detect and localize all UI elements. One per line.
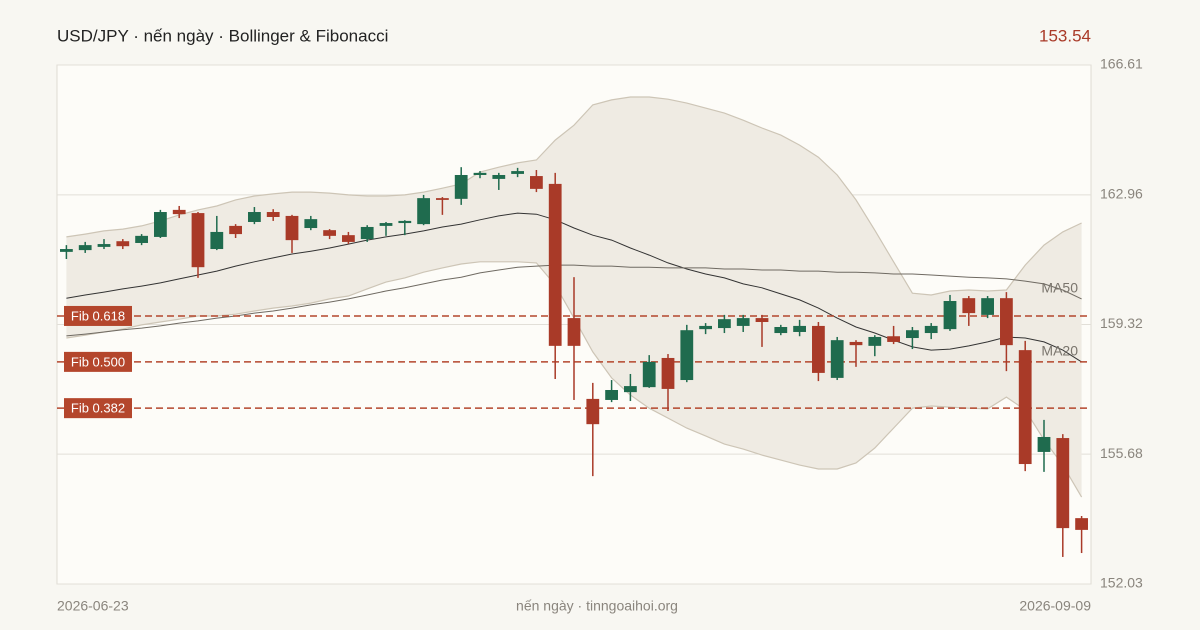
candle-body: [154, 212, 167, 237]
ma-label: MA20: [1041, 343, 1078, 359]
candle-body: [97, 244, 111, 247]
candle-body: [342, 235, 355, 242]
fib-label-box: [64, 398, 132, 419]
candle-body: [323, 230, 336, 236]
candle-body: [398, 220, 412, 224]
candle-body: [699, 325, 712, 330]
candle-body: [774, 326, 788, 334]
candle-body: [548, 183, 562, 346]
y-tick-label: 155.68: [1100, 445, 1143, 461]
candle-body: [1037, 436, 1051, 452]
candle-body: [793, 325, 806, 332]
y-tick-label: 166.61: [1100, 56, 1143, 72]
source-note: nến ngày · tinngoaihoi.org: [516, 598, 678, 614]
candle-body: [586, 398, 600, 425]
candle-body: [830, 340, 844, 378]
candle-body: [191, 213, 205, 268]
ma-label: MA50: [1041, 280, 1078, 296]
candle-body: [229, 225, 242, 235]
candle-body: [116, 241, 130, 247]
y-tick-label: 162.96: [1100, 186, 1143, 202]
y-tick-label: 152.03: [1100, 575, 1143, 591]
candle-body: [718, 319, 731, 329]
candle-body: [868, 336, 882, 346]
fib-label: Fib 0.618: [71, 308, 125, 323]
candle-body: [943, 301, 957, 330]
fib-label-box: [64, 351, 132, 372]
fib-label: Fib 0.382: [71, 401, 125, 416]
candle-body: [624, 386, 637, 393]
candle-body: [78, 245, 92, 251]
candle-body: [436, 198, 449, 200]
candle-body: [530, 176, 543, 189]
candle-body: [417, 198, 430, 225]
candle-body: [60, 249, 73, 252]
candle-body: [924, 325, 938, 334]
candle-body: [285, 215, 299, 241]
candle-body: [266, 212, 280, 217]
candle-body: [642, 361, 656, 388]
candle-body: [172, 209, 186, 215]
candle-body: [887, 336, 900, 342]
candle-body: [454, 174, 468, 199]
candle-body: [379, 223, 393, 226]
fib-label: Fib 0.500: [71, 354, 125, 369]
last-price: 153.54: [1039, 26, 1091, 45]
candle-body: [1056, 438, 1070, 529]
candle-body: [492, 174, 506, 179]
bollinger-upper: [66, 96, 1082, 296]
candle-body: [210, 231, 224, 250]
fib-label-box: [64, 305, 132, 326]
candle-body: [605, 389, 618, 400]
candle-body: [736, 318, 750, 326]
x-tick-label: 2026-06-23: [57, 598, 129, 614]
candle-body: [849, 341, 863, 346]
candle-body: [135, 235, 148, 243]
candle-body: [906, 330, 919, 339]
candle-body: [1018, 350, 1032, 465]
candle-body: [248, 212, 261, 222]
candle-body: [511, 171, 524, 174]
candle-body: [304, 219, 318, 229]
candle-body: [680, 330, 694, 381]
candle-body: [1000, 298, 1013, 346]
candle-body: [981, 298, 994, 315]
candle-body: [661, 357, 675, 389]
candle-body: [812, 325, 825, 373]
candle-body: [473, 172, 487, 175]
x-tick-label: 2026-09-09: [1019, 598, 1091, 614]
chart-title: USD/JPY · nến ngày · Bollinger & Fibonac…: [57, 26, 388, 45]
candle-body: [360, 226, 374, 240]
candle-body: [1075, 518, 1088, 530]
candle-body: [755, 318, 769, 323]
candle-body: [567, 318, 581, 346]
candle-body: [962, 298, 976, 314]
y-tick-label: 159.32: [1100, 315, 1143, 331]
